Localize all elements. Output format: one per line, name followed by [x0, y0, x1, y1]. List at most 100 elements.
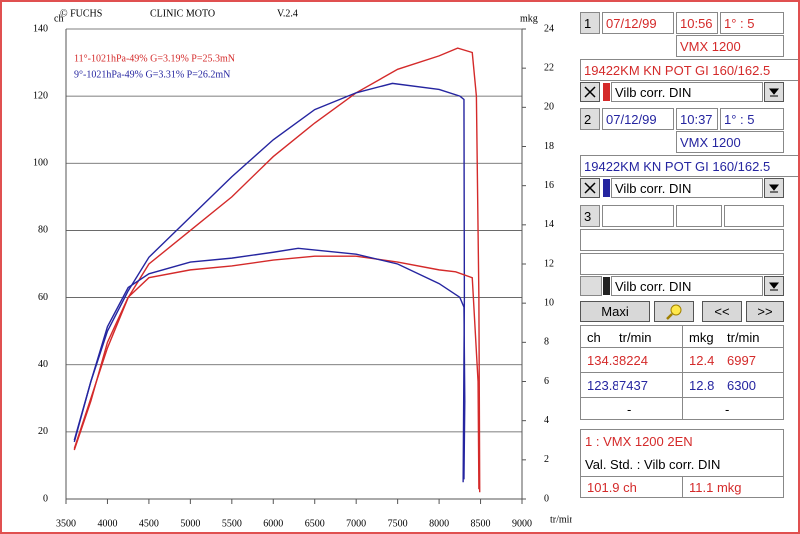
run-desc: 19422KM KN POT GI 160/162.5 [580, 155, 798, 177]
line [73, 82, 466, 483]
y-tick-label: 120 [33, 90, 48, 101]
summary-std: Val. Std. : Vilb corr. DIN [585, 456, 721, 472]
correction-select[interactable]: Vilb corr. DIN [611, 276, 763, 296]
y-tick-label: 40 [38, 359, 48, 370]
annotation: 9°-1021hPa-49% G=3.31% P=26.2mN [74, 69, 230, 80]
dropdown-arrow[interactable] [764, 178, 784, 198]
y2-tick-label: 16 [544, 180, 554, 191]
run-time: 10:37 [676, 108, 718, 130]
divider [580, 397, 784, 398]
y-tick-label: 20 [38, 426, 48, 437]
color-swatch [603, 179, 610, 197]
run-date: 07/12/99 [602, 108, 674, 130]
table-header: tr/min [619, 329, 652, 345]
table-cell: 12.8 [689, 377, 715, 393]
table-cell: 7437 [619, 377, 648, 393]
y2-tick-label: 24 [544, 23, 554, 34]
summary-torque: 11.1 mkg [689, 479, 742, 495]
run-date: 07/12/99 [602, 12, 674, 34]
prev-button[interactable]: << [702, 301, 742, 322]
x-tick-label: 3500 [56, 518, 76, 529]
dropdown-arrow[interactable] [764, 276, 784, 296]
y2-tick-label: 12 [544, 258, 554, 269]
empty-cell [602, 205, 674, 227]
run-number[interactable]: 3 [580, 205, 600, 227]
run-desc: 19422KM KN POT GI 160/162.5 [580, 59, 798, 81]
x-tick-label: 8000 [429, 518, 449, 529]
table-header: ch [587, 329, 601, 345]
header-text: © FUCHS [60, 8, 102, 19]
color-swatch [603, 277, 610, 295]
empty-cell [724, 205, 784, 227]
y-tick-label: 80 [38, 225, 48, 236]
y2-tick-label: 18 [544, 141, 554, 152]
y-tick-label: 0 [43, 493, 48, 504]
line [73, 47, 481, 493]
table-cell: - [627, 401, 632, 417]
correction-select[interactable]: Vilb corr. DIN [611, 82, 763, 102]
summary-title: 1 : VMX 1200 2EN [585, 433, 693, 449]
table-cell: 8224 [619, 352, 648, 368]
table-cell: 6300 [727, 377, 756, 393]
header-text: V.2.4 [277, 8, 298, 19]
maxi-button[interactable]: Maxi [580, 301, 650, 322]
y2-tick-label: 0 [544, 493, 549, 504]
empty-cell [676, 205, 722, 227]
run-model: VMX 1200 [676, 131, 784, 153]
annotation: 11°-1021hPa-49% G=3.19% P=25.3mN [74, 53, 235, 64]
summary-power: 101.9 ch [587, 479, 637, 495]
run-temp: 1° : 5 [720, 12, 784, 34]
chart: © FUCHS CLINIC MOTO V.2.4 ch mkg tr/min … [33, 8, 572, 529]
divider [580, 347, 784, 348]
x-tick-label: 4000 [97, 518, 117, 529]
blank-button[interactable] [580, 276, 602, 296]
table-cell: 12.4 [689, 352, 715, 368]
header-text: CLINIC MOTO [150, 8, 215, 19]
x-tick-label: 8500 [471, 518, 491, 529]
close-button[interactable] [580, 178, 600, 198]
run-time: 10:56 [676, 12, 718, 34]
run-temp: 1° : 5 [720, 108, 784, 130]
run-number[interactable]: 2 [580, 108, 600, 130]
x-tick-label: 4500 [139, 518, 159, 529]
color-swatch [603, 83, 610, 101]
close-button[interactable] [580, 82, 600, 102]
run-number[interactable]: 1 [580, 12, 600, 34]
line [73, 255, 480, 490]
x-axis-label: tr/min [550, 514, 572, 525]
y2-tick-label: 2 [544, 454, 549, 465]
divider [682, 476, 683, 498]
y-tick-label: 140 [33, 23, 48, 34]
table-cell: - [725, 401, 730, 417]
zoom-button[interactable] [654, 301, 694, 322]
next-button[interactable]: >> [746, 301, 784, 322]
y2-tick-label: 6 [544, 376, 549, 387]
line [73, 247, 466, 480]
table-header: tr/min [727, 329, 760, 345]
y-tick-label: 60 [38, 292, 48, 303]
empty-cell [580, 253, 784, 275]
run-model: VMX 1200 [676, 35, 784, 57]
y2-tick-label: 4 [544, 415, 549, 426]
table-cell: 134.3 [587, 352, 618, 368]
x-tick-label: 9000 [512, 518, 532, 529]
y2-tick-label: 10 [544, 297, 554, 308]
x-tick-label: 7500 [388, 518, 408, 529]
table-header: mkg [689, 329, 714, 345]
y2-tick-label: 8 [544, 337, 549, 348]
y-axis-label: ch [54, 13, 63, 24]
x-tick-label: 5500 [222, 518, 242, 529]
dropdown-arrow[interactable] [764, 82, 784, 102]
correction-select[interactable]: Vilb corr. DIN [611, 178, 763, 198]
x-tick-label: 5000 [180, 518, 200, 529]
x-tick-label: 7000 [346, 518, 366, 529]
table-cell: 123.8 [587, 377, 618, 393]
table-cell: 6997 [727, 352, 756, 368]
x-tick-label: 6500 [305, 518, 325, 529]
x-tick-label: 6000 [263, 518, 283, 529]
y2-axis-label: mkg [520, 13, 538, 24]
y2-tick-label: 22 [544, 62, 554, 73]
y2-tick-label: 20 [544, 102, 554, 113]
empty-cell [580, 229, 784, 251]
